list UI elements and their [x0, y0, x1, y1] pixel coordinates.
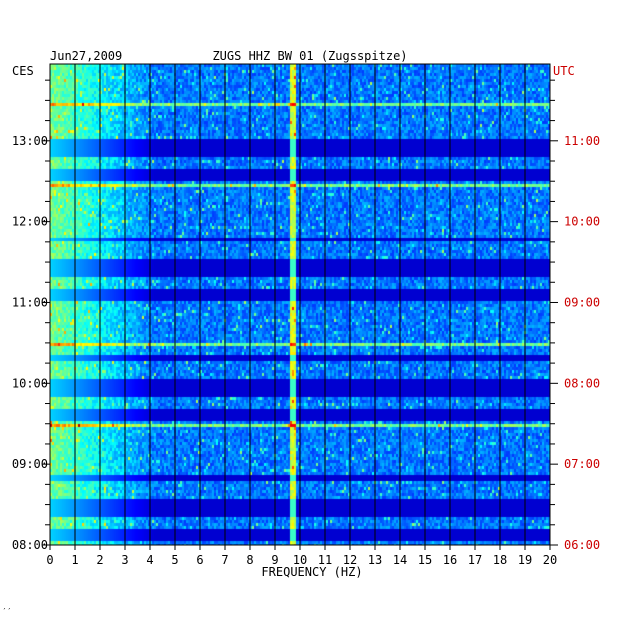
left-time-label: 09:00 — [12, 457, 48, 471]
left-time-label: 11:00 — [12, 295, 48, 309]
left-timezone-label: CES — [12, 64, 34, 78]
x-axis-label: FREQUENCY (HZ) — [261, 565, 362, 579]
date-label: Jun27,2009 — [50, 49, 122, 63]
x-tick-label: 4 — [146, 553, 153, 567]
right-time-label: 06:00 — [564, 538, 600, 552]
left-time-label: 10:00 — [12, 376, 48, 390]
x-tick-label: 0 — [46, 553, 53, 567]
x-tick-labels: 0 1 2 3 4 5 6 7 8 9 10 11 12 13 14 15 16 17 18 19 20 — [46, 553, 557, 567]
x-tick-label: 10 — [293, 553, 307, 567]
left-time-labels: 08:00 09:00 10:00 11:00 12:00 13:00 — [12, 134, 48, 552]
x-tick-label: 14 — [393, 553, 407, 567]
x-tick-label: 9 — [271, 553, 278, 567]
right-timezone-label: UTC — [553, 64, 575, 78]
x-tick-label: 20 — [543, 553, 557, 567]
right-time-label: 08:00 — [564, 376, 600, 390]
x-tick-label: 1 — [71, 553, 78, 567]
x-tick-label: 2 — [96, 553, 103, 567]
axis-ticks — [42, 79, 558, 550]
x-tick-label: 5 — [171, 553, 178, 567]
x-tick-label: 12 — [343, 553, 357, 567]
x-tick-label: 15 — [418, 553, 432, 567]
x-tick-label: 11 — [318, 553, 332, 567]
x-tick-label: 6 — [196, 553, 203, 567]
right-time-label: 11:00 — [564, 134, 600, 148]
right-time-label: 09:00 — [564, 295, 600, 309]
x-tick-label: 7 — [221, 553, 228, 567]
left-time-label: 13:00 — [12, 134, 48, 148]
right-time-labels: 06:00 07:00 08:00 09:00 10:00 11:00 — [564, 134, 600, 552]
x-tick-label: 17 — [468, 553, 482, 567]
x-tick-label: 16 — [443, 553, 457, 567]
x-tick-label: 8 — [246, 553, 253, 567]
frequency-grid — [49, 63, 551, 546]
x-tick-label: 18 — [493, 553, 507, 567]
x-tick-label: 13 — [368, 553, 382, 567]
left-time-label: 08:00 — [12, 538, 48, 552]
footer-mark: ′′ — [2, 607, 12, 616]
right-time-label: 07:00 — [564, 457, 600, 471]
x-tick-label: 19 — [518, 553, 532, 567]
right-time-label: 10:00 — [564, 215, 600, 229]
x-tick-label: 3 — [121, 553, 128, 567]
chart-title: ZUGS HHZ BW 01 (Zugsspitze) — [212, 49, 407, 63]
left-time-label: 12:00 — [12, 215, 48, 229]
